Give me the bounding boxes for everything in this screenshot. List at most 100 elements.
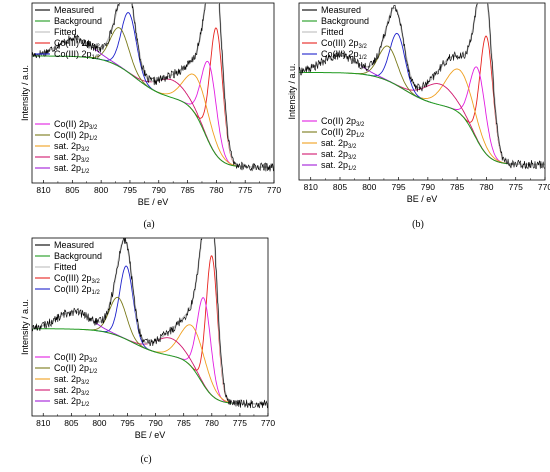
legend-subscript: 1/2 bbox=[89, 136, 98, 142]
x-tick-label: 805 bbox=[65, 185, 79, 195]
legend-top-item-label: Measured bbox=[54, 5, 94, 15]
legend-subscript: 3/2 bbox=[81, 380, 90, 386]
background-line bbox=[32, 55, 274, 168]
x-tick-label: 790 bbox=[421, 182, 435, 192]
legend-top-item-label: Co(III) 2p3/2 bbox=[54, 273, 101, 285]
y-axis-label: Intensity / a.u. bbox=[287, 63, 297, 119]
legend-subscript: 1/2 bbox=[359, 55, 368, 61]
x-tick-label: 785 bbox=[177, 418, 191, 428]
chart-panel-1: 810 805 800 795 790 785 780 775 770 BE / eV Intens… bbox=[20, 2, 281, 230]
legend-bottom-item-label: Co(II) 2p3/2 bbox=[321, 116, 365, 128]
peak-5 bbox=[95, 12, 163, 95]
x-tick-label: 770 bbox=[261, 418, 275, 428]
legend-subscript: 3/2 bbox=[89, 125, 98, 131]
legend-bottom-item-label: sat. 2p3/2 bbox=[321, 149, 357, 161]
peak-2 bbox=[173, 297, 235, 404]
legend-text: sat. 2p bbox=[321, 149, 348, 159]
chart-panel-2: 810 805 800 795 790 785 780 775 770 BE / eV Intens… bbox=[287, 2, 550, 230]
peak-1 bbox=[457, 35, 516, 165]
x-tick-label: 805 bbox=[64, 418, 78, 428]
legend-top-item-label: Background bbox=[54, 16, 102, 26]
legend-text: Co(III) 2p bbox=[54, 38, 92, 48]
legend-top-item-label: Fitted bbox=[54, 27, 77, 37]
legend-text: sat. 2p bbox=[54, 374, 81, 384]
chart-panel-3: 810 805 800 795 790 785 780 775 770 BE / eV Intens… bbox=[20, 237, 275, 465]
legend-bottom-item-label: Co(II) 2p3/2 bbox=[54, 119, 98, 131]
legend-text: sat. 2p bbox=[54, 141, 81, 151]
legend-text: Co(II) 2p bbox=[54, 130, 89, 140]
legend-bottom-item-label: sat. 2p3/2 bbox=[321, 138, 357, 150]
x-tick-label: 810 bbox=[304, 182, 318, 192]
y-axis-label: Intensity / a.u. bbox=[20, 65, 30, 121]
legend-top-item-label: Co(III) 2p3/2 bbox=[54, 38, 101, 50]
legend-text: sat. 2p bbox=[321, 138, 348, 148]
x-tick-label: 770 bbox=[538, 182, 550, 192]
x-tick-label: 780 bbox=[209, 185, 223, 195]
legend-subscript: 1/2 bbox=[356, 133, 365, 139]
legend-subscript: 1/2 bbox=[92, 290, 101, 296]
legend-top-item-label: Background bbox=[321, 16, 369, 26]
peak-5 bbox=[363, 32, 432, 104]
legend-subscript: 3/2 bbox=[359, 44, 368, 50]
legend-bottom-item-label: sat. 2p1/2 bbox=[321, 160, 357, 172]
x-tick-label: 780 bbox=[205, 418, 219, 428]
peak-3 bbox=[140, 73, 255, 168]
legend-text: Co(III) 2p bbox=[321, 49, 359, 59]
plot-area bbox=[299, 3, 545, 170]
legend-text: sat. 2p bbox=[54, 152, 81, 162]
legend-subscript: 1/2 bbox=[89, 369, 98, 375]
legend-text: Co(III) 2p bbox=[54, 49, 92, 59]
legend-subscript: 3/2 bbox=[348, 155, 357, 161]
legend-subscript: 1/2 bbox=[81, 169, 90, 175]
x-tick-label: 795 bbox=[120, 418, 134, 428]
x-tick-label: 775 bbox=[233, 418, 247, 428]
legend-bottom-item-label: sat. 2p3/2 bbox=[54, 152, 90, 164]
plot-frame bbox=[31, 237, 269, 417]
x-tick-label: 785 bbox=[450, 182, 464, 192]
legend-bottom-item-label: sat. 2p3/2 bbox=[54, 374, 90, 386]
x-tick-label: 780 bbox=[479, 182, 493, 192]
panel-label: (c) bbox=[140, 454, 151, 465]
x-tick-label: 770 bbox=[267, 185, 281, 195]
x-tick-label: 775 bbox=[509, 182, 523, 192]
legend-subscript: 3/2 bbox=[92, 279, 101, 285]
x-tick-label: 805 bbox=[333, 182, 347, 192]
legend-bottom-item-label: Co(II) 2p1/2 bbox=[54, 130, 98, 142]
legend-bottom-item-label: Co(II) 2p3/2 bbox=[54, 352, 98, 364]
legend-subscript: 3/2 bbox=[89, 358, 98, 364]
legend-subscript: 3/2 bbox=[81, 158, 90, 164]
legend-text: Co(II) 2p bbox=[321, 127, 356, 137]
x-tick-label: 775 bbox=[238, 185, 252, 195]
legend-subscript: 3/2 bbox=[356, 122, 365, 128]
legend-text: Co(III) 2p bbox=[321, 38, 359, 48]
x-tick-label: 785 bbox=[180, 185, 194, 195]
peak-4 bbox=[104, 60, 239, 167]
legend-bottom-item-label: Co(II) 2p1/2 bbox=[54, 363, 98, 375]
x-tick-label: 795 bbox=[391, 182, 405, 192]
panel-label: (a) bbox=[143, 219, 154, 230]
legend-text: Co(II) 2p bbox=[54, 363, 89, 373]
measured-line bbox=[32, 238, 268, 409]
legend-text: Co(III) 2p bbox=[54, 284, 92, 294]
legend-subscript: 1/2 bbox=[348, 166, 357, 172]
legend-bottom-item-label: Co(II) 2p1/2 bbox=[321, 127, 365, 139]
y-axis-label: Intensity / a.u. bbox=[20, 299, 30, 355]
legend-top-item-label: Co(III) 2p1/2 bbox=[54, 49, 101, 61]
legend-bottom-item-label: sat. 2p1/2 bbox=[54, 396, 90, 408]
legend-text: sat. 2p bbox=[54, 396, 81, 406]
legend-text: Co(II) 2p bbox=[321, 116, 356, 126]
x-tick-label: 800 bbox=[362, 182, 376, 192]
peak-3 bbox=[396, 68, 524, 165]
legend-text: sat. 2p bbox=[54, 163, 81, 173]
legend-text: Co(III) 2p bbox=[54, 273, 92, 283]
x-tick-label: 795 bbox=[123, 185, 137, 195]
peak-5 bbox=[96, 265, 157, 353]
legend-text: Measured bbox=[54, 240, 94, 250]
legend-subscript: 3/2 bbox=[81, 391, 90, 397]
x-tick-label: 800 bbox=[94, 185, 108, 195]
legend-text: Fitted bbox=[321, 27, 344, 37]
legend-bottom-item-label: sat. 2p1/2 bbox=[54, 163, 90, 175]
legend-text: sat. 2p bbox=[321, 160, 348, 170]
plot-frame bbox=[298, 2, 546, 181]
